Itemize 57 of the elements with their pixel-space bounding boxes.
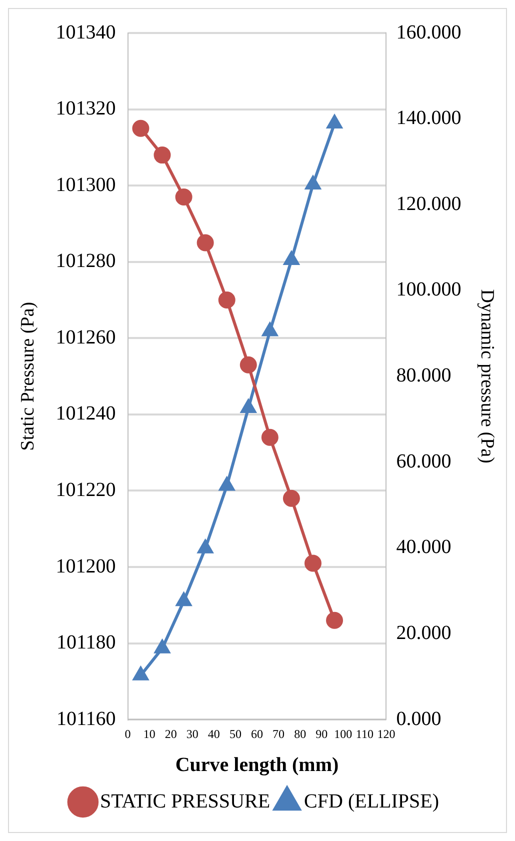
x-tick-label: 30: [186, 726, 198, 741]
point: [261, 428, 278, 446]
point: [154, 146, 171, 164]
y-tick-label: 101180: [56, 632, 116, 654]
x-tick-label: 40: [208, 726, 220, 741]
y2-tick-label: 140.000: [396, 107, 462, 130]
y-tick-label: 101300: [56, 174, 116, 196]
x-tick-label: 110: [356, 726, 374, 741]
y2-tick-label: 160.000: [396, 21, 462, 44]
point: [326, 115, 342, 129]
y-tick-label: 101220: [56, 478, 116, 501]
y2-tick-label: 0.000: [396, 708, 442, 730]
x-axis-title: Curve length (mm): [175, 754, 339, 776]
point: [284, 252, 300, 266]
x-tick-label: 0: [124, 726, 131, 741]
point: [240, 400, 256, 414]
y-tick-label: 101200: [56, 555, 116, 578]
point: [240, 356, 257, 374]
x-tick-label: 100: [334, 726, 352, 741]
x-tick-label: 120: [377, 726, 396, 741]
point: [262, 322, 278, 336]
y-axis-title: Static Pressure (Pa): [17, 302, 38, 451]
point: [305, 176, 321, 190]
point: [133, 666, 148, 680]
point: [282, 490, 300, 507]
x-tick-label: 10: [143, 726, 156, 741]
y-tick-label: 101160: [56, 708, 116, 730]
x-tick-label: 50: [229, 726, 242, 741]
y2-tick-label: 120.000: [396, 192, 462, 215]
point: [175, 188, 192, 206]
x-tick-label: 90: [316, 726, 328, 741]
y2-tick-label: 60.000: [396, 450, 452, 472]
x-tick-label: 20: [164, 726, 177, 741]
point: [219, 477, 234, 491]
point: [198, 540, 213, 554]
point: [304, 554, 322, 572]
point: [326, 612, 344, 629]
x-tick-label: 60: [251, 726, 263, 741]
point: [196, 234, 214, 252]
point: [218, 292, 236, 309]
y2-tick-label: 100.000: [396, 278, 462, 301]
y2-axis-title: Dynamic pressure (Pa): [476, 289, 498, 464]
x-tick-label: 80: [294, 726, 306, 741]
x-tick-label: 70: [272, 726, 285, 741]
point: [132, 120, 150, 137]
y-tick-label: 101280: [56, 250, 116, 272]
legend-label: CFD (ELLIPSE): [304, 790, 440, 812]
y-tick-label: 101240: [56, 402, 116, 425]
point: [154, 640, 170, 654]
point: [176, 592, 192, 606]
y2-tick-label: 40.000: [396, 536, 452, 558]
y-tick-label: 101340: [56, 21, 116, 44]
legend-label: STATIC PRESSURE: [100, 790, 270, 812]
y2-tick-label: 80.000: [396, 364, 452, 387]
y-tick-label: 101320: [56, 98, 116, 120]
y-tick-label: 101260: [56, 326, 116, 348]
y2-tick-label: 20.000: [396, 622, 452, 644]
